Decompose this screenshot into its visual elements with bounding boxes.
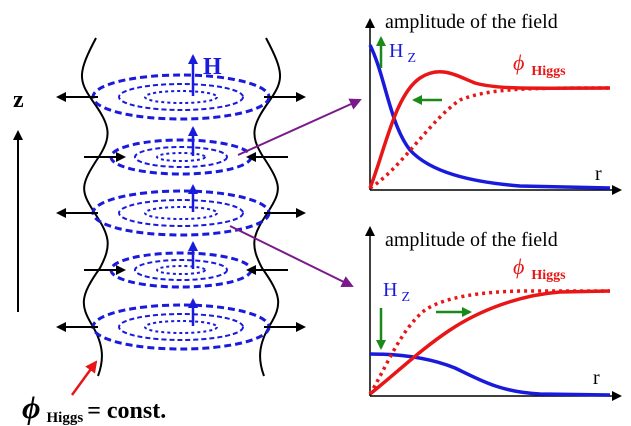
connector-arrow-bottom xyxy=(229,225,354,287)
graph-bottom-r-label: r xyxy=(593,367,600,389)
graph-top: amplitude of the field r H Z ϕ Higgs xyxy=(365,11,622,195)
phi-const-text: = const. xyxy=(87,398,166,424)
graph-bottom-phi-label: ϕ Higgs xyxy=(513,254,566,283)
graph-top-phi-curve xyxy=(368,70,611,189)
graph-bottom-hz-curve xyxy=(369,352,611,397)
graph-top-hz-label: H Z xyxy=(389,40,416,66)
z-axis-label: z xyxy=(13,87,24,113)
graph-bottom: amplitude of the field r H Z ϕ Higgs xyxy=(365,226,622,401)
graph-bottom-hz-label: H Z xyxy=(383,279,410,305)
connector-arrows xyxy=(229,98,362,287)
graph-top-phi-const-curve xyxy=(369,86,611,190)
phi-const-label: ϕ Higgs = const. xyxy=(22,389,166,426)
graph-bottom-title: amplitude of the field xyxy=(385,229,558,251)
z-axis: z xyxy=(13,87,24,312)
graph-top-hz-curve xyxy=(368,44,611,190)
phi-symbol: ϕ xyxy=(22,389,41,425)
phi-subscript: Higgs xyxy=(47,410,84,426)
connector-arrow-top xyxy=(237,98,362,156)
graph-bottom-phi-const-curve xyxy=(368,289,610,395)
graph-top-r-label: r xyxy=(595,163,602,185)
flux-tube-walls xyxy=(80,37,282,377)
phi-const-pointer xyxy=(70,360,98,396)
magnetic-flux-rings xyxy=(91,73,271,351)
wall-force-arrows xyxy=(56,92,306,332)
graph-top-title: amplitude of the field xyxy=(385,11,558,33)
graph-top-phi-label: ϕ Higgs xyxy=(513,50,566,79)
h-field-label: H xyxy=(203,54,222,80)
graph-bottom-phi-curve xyxy=(368,289,611,396)
